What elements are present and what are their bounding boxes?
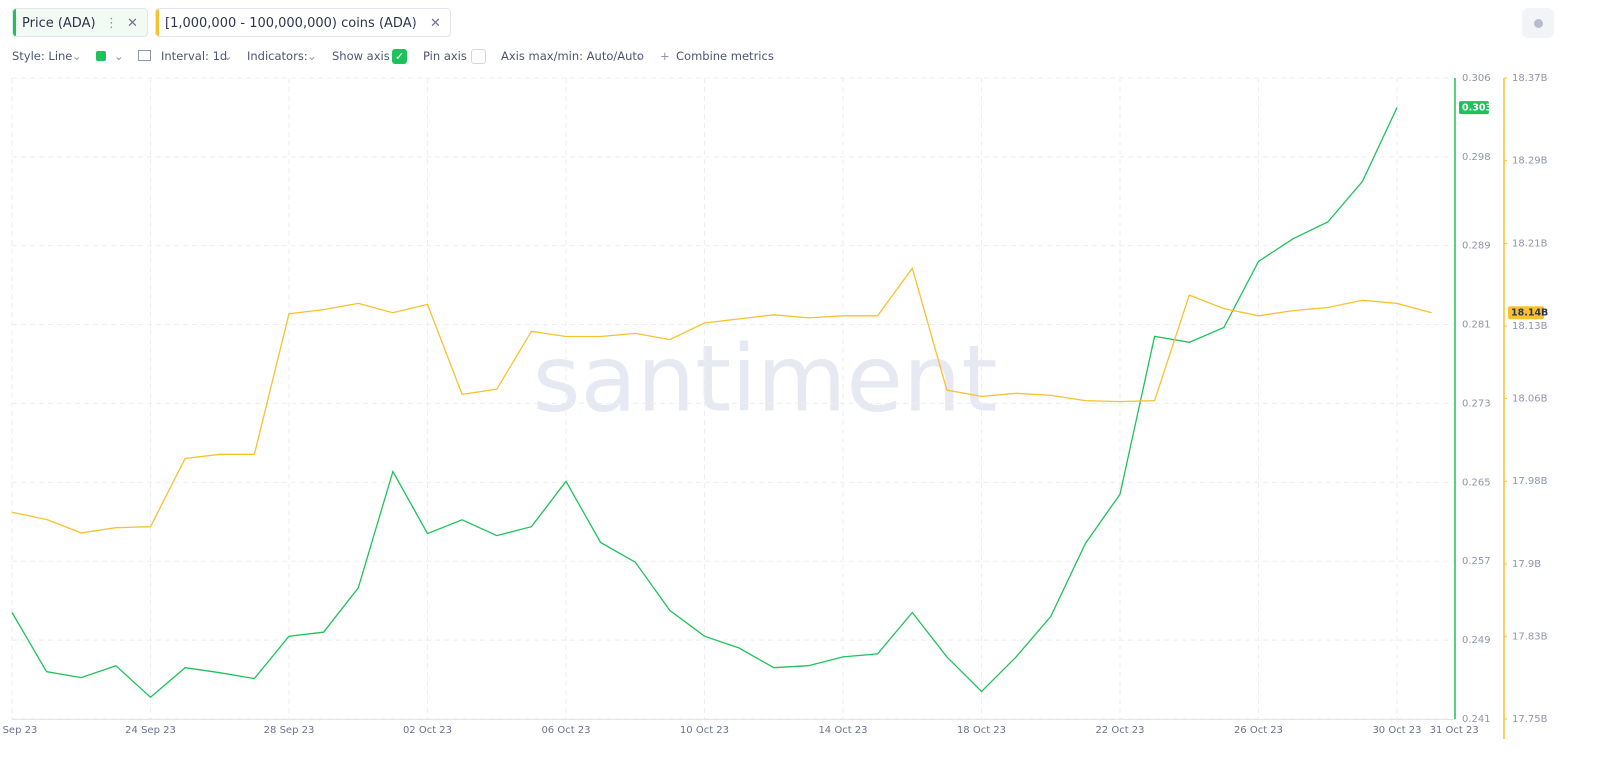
y-tick-label: 0.241 [1462,714,1491,725]
chevron: ⌄ [223,49,233,63]
tab-close[interactable]: ✕ [127,16,138,31]
value-badge [1508,306,1544,320]
tab-close[interactable]: ✕ [430,16,441,31]
y2-tick-label: 17.9B [1512,559,1541,570]
value-badge [1459,101,1489,115]
show-axis[interactable]: Show axis [332,49,390,63]
style-select[interactable]: Style: Line [12,49,73,63]
series-line [11,107,1398,699]
y-tick-label: 0.298 [1462,152,1491,163]
tab-menu[interactable]: ⋮ [408,16,421,31]
x-tick-label: 18 Oct 23 [957,725,1006,736]
settings-button[interactable] [1522,8,1554,38]
indicators-select[interactable]: Indicators: [247,49,308,63]
x-tick-label: 10 Oct 23 [680,725,729,736]
checkbox-checked[interactable]: ✓ [392,49,407,64]
y-tick-label: 0.281 [1462,320,1491,331]
chevron: ⌄ [72,49,82,63]
watermark: santiment [533,325,998,432]
x-tick-label: 20 Sep 23 [0,725,37,736]
x-tick-label: 22 Oct 23 [1095,725,1144,736]
y-tick-label: 0.273 [1462,398,1491,409]
y2-tick-label: 18.37B [1512,73,1548,84]
x-tick-label: 28 Sep 23 [264,725,315,736]
y-tick-label: 0.306 [1462,73,1491,84]
y2-tick-label: 17.83B [1512,631,1548,642]
x-tick-label: 24 Sep 23 [125,725,176,736]
metric-tab[interactable]: Price (ADA) ⋮ ✕ [12,8,148,37]
x-tick-label: 31 Oct 23 [1430,725,1479,736]
x-tick-label: 06 Oct 23 [541,725,590,736]
chevron: ⌄ [307,49,317,63]
icon [1534,19,1543,28]
y-tick-label: 0.265 [1462,477,1491,488]
plus: + [660,49,670,63]
chevron: ⌄ [114,49,124,63]
interval-select[interactable]: Interval: 1d [161,49,228,63]
x-tick-label: 30 Oct 23 [1372,725,1421,736]
y-tick-label: 0.257 [1462,556,1491,567]
series-line [11,266,1432,534]
x-tick-label: 26 Oct 23 [1234,725,1283,736]
interval-icon [138,50,151,61]
value-label: 0.303 [1462,103,1492,114]
tab-label: [1,000,000 - 100,000,000) coins (ADA) [165,16,417,31]
pin-axis[interactable]: Pin axis [423,49,467,63]
x-tick-label: 02 Oct 23 [403,725,452,736]
tab-menu[interactable]: ⋮ [105,16,118,31]
y2-tick-label: 17.75B [1512,714,1548,725]
value-label: 18.14B [1511,308,1548,319]
y2-tick-label: 18.29B [1512,156,1548,167]
axis-select[interactable]: Axis max/min: Auto/Auto [501,49,644,63]
y-tick-label: 0.289 [1462,241,1491,252]
tab-color [156,9,159,36]
x-tick-label: 14 Oct 23 [818,725,867,736]
chevron: ⌄ [636,49,646,63]
tab-color [13,9,16,36]
y-tick-label: 0.249 [1462,635,1491,646]
y2-tick-label: 17.98B [1512,476,1548,487]
metric-tab[interactable]: [1,000,000 - 100,000,000) coins (ADA) ⋮ … [155,8,451,37]
y2-tick-label: 18.06B [1512,394,1548,405]
y2-tick-label: 18.13B [1512,321,1548,332]
checkbox[interactable] [471,49,486,64]
y2-tick-label: 18.21B [1512,238,1548,249]
combine-metrics[interactable]: Combine metrics [676,49,774,63]
color-select[interactable] [96,51,106,61]
tab-label: Price (ADA) [22,16,96,31]
